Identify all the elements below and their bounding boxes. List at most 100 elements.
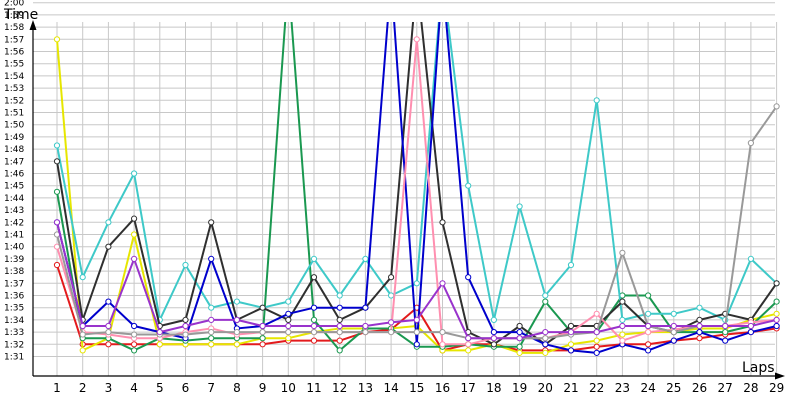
data-point <box>310 255 318 262</box>
data-point <box>79 347 86 354</box>
data-point <box>593 329 600 336</box>
data-point <box>53 261 61 269</box>
data-point <box>593 337 600 344</box>
y-axis-title: Time <box>3 7 38 23</box>
y-tick-label: 1:39 <box>4 255 24 265</box>
data-point <box>131 215 138 222</box>
y-tick-label: 1:46 <box>4 170 24 180</box>
data-point <box>413 280 420 287</box>
x-tick-label: 2 <box>79 381 87 395</box>
data-point <box>542 298 549 305</box>
data-point <box>773 280 780 287</box>
data-point <box>773 298 780 305</box>
y-tick-label: 1:52 <box>4 96 24 106</box>
data-point <box>567 322 575 330</box>
data-point <box>310 329 318 336</box>
x-tick-label: 13 <box>358 381 373 395</box>
data-point <box>362 329 369 336</box>
data-point <box>208 329 215 336</box>
data-point <box>259 335 266 342</box>
data-point <box>131 322 138 330</box>
x-tick-label: 4 <box>130 381 138 395</box>
data-point <box>593 343 600 350</box>
series-9 <box>53 219 780 342</box>
data-point <box>645 292 652 299</box>
data-point <box>747 322 755 330</box>
data-point <box>105 219 112 226</box>
x-tick-label: 18 <box>486 381 501 395</box>
y-tick-label: 1:47 <box>4 157 24 167</box>
data-point <box>542 329 549 336</box>
data-point <box>670 337 677 344</box>
data-point <box>285 329 292 336</box>
x-tick-label: 3 <box>105 381 113 395</box>
data-point <box>79 274 86 281</box>
data-point <box>645 329 652 336</box>
data-point <box>645 310 652 317</box>
x-tick-label: 8 <box>233 381 241 395</box>
y-tick-label: 1:57 <box>4 35 24 45</box>
data-point <box>131 347 138 354</box>
data-point <box>465 182 472 189</box>
data-point <box>567 347 575 354</box>
y-tick-label: 1:37 <box>4 279 24 289</box>
x-tick-label: 14 <box>383 381 398 395</box>
data-point <box>285 298 292 305</box>
data-point <box>336 322 343 330</box>
y-tick-label: 1:36 <box>4 292 24 302</box>
y-tick-label: 1:59 <box>4 11 24 21</box>
y-tick-label: 1:53 <box>4 84 24 94</box>
x-tick-label: 21 <box>563 381 578 395</box>
data-point <box>259 304 266 311</box>
data-point <box>336 304 343 311</box>
data-point <box>259 322 266 330</box>
data-point <box>773 310 780 317</box>
data-point <box>182 331 189 338</box>
data-point <box>310 316 318 323</box>
data-point <box>747 255 755 262</box>
x-tick-label: 6 <box>182 381 190 395</box>
y-tick-label: 1:33 <box>4 328 24 338</box>
data-point <box>542 335 549 342</box>
y-tick-label: 1:35 <box>4 304 24 314</box>
x-tick-label: 26 <box>692 381 707 395</box>
data-point <box>388 292 395 299</box>
data-point <box>156 341 163 348</box>
x-tick-label: 11 <box>306 381 321 395</box>
data-point <box>773 322 780 330</box>
data-point <box>619 331 626 338</box>
data-point <box>465 341 472 348</box>
x-tick-label: 1 <box>53 381 61 395</box>
data-point <box>413 36 420 43</box>
series <box>53 22 780 356</box>
data-point <box>233 298 240 305</box>
data-point <box>670 310 677 317</box>
y-tick-label: 1:54 <box>4 72 24 82</box>
data-point <box>131 255 138 262</box>
data-point <box>722 337 729 344</box>
x-tick-label: 25 <box>666 381 681 395</box>
data-point <box>490 316 497 323</box>
data-point <box>773 103 780 110</box>
data-point <box>131 331 138 338</box>
x-tick-label: 19 <box>512 381 527 395</box>
data-point <box>516 343 523 350</box>
data-point <box>542 349 549 356</box>
data-point <box>593 349 600 356</box>
data-point <box>439 341 446 348</box>
x-tick-label: 12 <box>332 381 347 395</box>
data-point <box>336 347 343 354</box>
y-tick-labels: 1:31 1:32 1:33 1:34 1:35 1:36 1:37 1:38 1:39 1:40… <box>4 0 24 363</box>
x-tick-label: 15 <box>409 381 424 395</box>
data-point <box>79 322 86 330</box>
x-tick-label: 9 <box>259 381 267 395</box>
y-tick-label: 1:56 <box>4 48 24 58</box>
x-tick-label: 10 <box>281 381 296 395</box>
data-point <box>131 341 138 348</box>
x-axis-title: Laps <box>742 360 775 376</box>
data-point <box>259 329 266 336</box>
data-point <box>285 322 292 330</box>
x-axis-arrow <box>775 372 785 380</box>
data-point <box>567 341 575 348</box>
data-point <box>131 170 138 177</box>
